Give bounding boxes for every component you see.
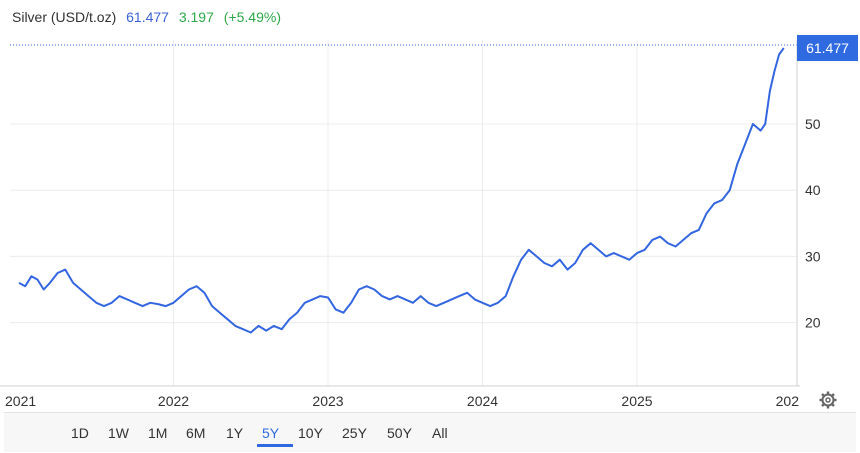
timeframe-25y-button[interactable]: 25Y [342, 425, 367, 441]
y-tick-label: 20 [805, 315, 821, 331]
x-gridlines [173, 40, 638, 386]
timeframe-1w-button[interactable]: 1W [108, 425, 129, 441]
timeframe-10y-button[interactable]: 10Y [298, 425, 323, 441]
timeframe-1y-button[interactable]: 1Y [226, 425, 244, 441]
timeframe-bar: 1D 1W 1M 6M 1Y 5Y 10Y 25Y 50Y All [4, 412, 856, 452]
timeframe-1d-button[interactable]: 1D [71, 425, 89, 441]
x-axis-labels: 2021 2022 2023 2024 2025 202 [5, 393, 799, 409]
price-change: 3.197 [178, 9, 214, 25]
x-tick-label: 2021 [5, 393, 36, 409]
x-tick-label: 202 [776, 393, 800, 409]
x-tick-label: 2022 [158, 393, 189, 409]
timeframe-1m-button[interactable]: 1M [148, 425, 168, 441]
price-change-percent: (+5.49%) [223, 9, 281, 25]
y-tick-label: 40 [805, 182, 821, 198]
x-tick-label: 2025 [621, 393, 652, 409]
chart: 20 30 40 50 2021 2022 2023 2024 2025 202 [0, 40, 821, 409]
series-line-silver [18, 47, 785, 334]
timeframe-6m-button[interactable]: 6M [186, 425, 206, 441]
last-price-tag: 61.477 [797, 35, 858, 61]
y-axis-labels: 20 30 40 50 [805, 116, 821, 331]
timeframe-50y-button[interactable]: 50Y [387, 425, 412, 441]
timeframe-5y-button[interactable]: 5Y [262, 425, 280, 441]
instrument-name: Silver (USD/t.oz) [12, 9, 117, 25]
x-tick-label: 2024 [467, 393, 498, 409]
y-gridlines [10, 123, 797, 324]
timeframe-all-button[interactable]: All [432, 425, 448, 441]
gear-icon[interactable] [818, 390, 838, 410]
active-timeframe-underline [257, 444, 293, 447]
y-tick-label: 30 [805, 248, 821, 264]
y-tick-label: 50 [805, 116, 821, 132]
chart-header: Silver (USD/t.oz) 61.477 3.197 (+5.49%) [12, 9, 287, 25]
x-tick-label: 2023 [312, 393, 343, 409]
current-price: 61.477 [126, 9, 169, 25]
